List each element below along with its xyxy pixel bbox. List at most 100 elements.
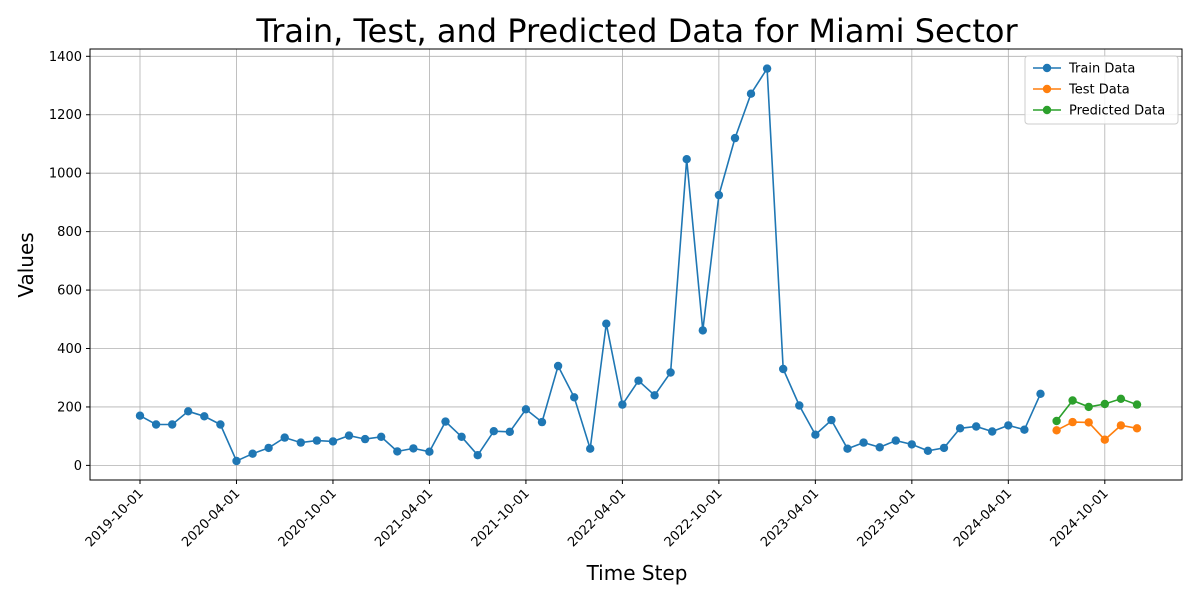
x-tick-label: 2020-04-01 bbox=[179, 486, 243, 550]
legend-box bbox=[1024, 55, 1179, 125]
data-point bbox=[1020, 425, 1029, 434]
data-point bbox=[1052, 416, 1061, 426]
data-point bbox=[328, 437, 338, 446]
data-point bbox=[875, 443, 884, 452]
x-tick-label: 2023-10-01 bbox=[855, 486, 919, 550]
y-tick-label: 400 bbox=[57, 342, 82, 357]
data-point bbox=[779, 364, 788, 374]
data-point bbox=[811, 430, 820, 439]
grid-lines bbox=[90, 49, 1182, 480]
data-point bbox=[939, 443, 949, 453]
data-point bbox=[1052, 426, 1061, 435]
data-point bbox=[586, 444, 595, 453]
data-point bbox=[1004, 421, 1013, 430]
data-point bbox=[634, 376, 643, 385]
data-point bbox=[473, 451, 482, 460]
legend: Train Data Test Data Predicted Data bbox=[1024, 55, 1179, 125]
data-point bbox=[1084, 418, 1093, 427]
plot-frame bbox=[89, 48, 1183, 481]
x-tick-label: 2021-04-01 bbox=[372, 486, 436, 550]
legend-marker bbox=[1042, 105, 1052, 115]
data-point bbox=[280, 433, 289, 442]
data-point bbox=[1036, 389, 1045, 398]
data-point bbox=[859, 438, 868, 447]
series-group bbox=[135, 64, 1142, 466]
legend-label: Train Data bbox=[1068, 62, 1135, 77]
x-tick-label: 2024-04-01 bbox=[951, 486, 1015, 550]
x-axis-label: Time Step bbox=[586, 561, 688, 585]
data-point bbox=[1068, 417, 1077, 427]
data-point bbox=[248, 449, 257, 458]
legend-label: Predicted Data bbox=[1069, 104, 1165, 119]
data-point bbox=[232, 456, 241, 466]
data-point bbox=[602, 319, 611, 328]
data-point bbox=[553, 361, 563, 371]
y-tick-label: 1000 bbox=[49, 167, 82, 182]
data-point bbox=[537, 417, 547, 427]
series-test-data bbox=[1052, 417, 1142, 444]
data-point bbox=[489, 427, 498, 436]
y-axis-label: Values bbox=[14, 232, 38, 297]
data-point bbox=[570, 393, 579, 402]
x-tick-label: 2019-10-01 bbox=[83, 486, 147, 550]
x-tick-label: 2021-10-01 bbox=[469, 486, 533, 550]
x-tick-label: 2024-10-01 bbox=[1048, 486, 1112, 550]
data-point bbox=[955, 424, 965, 433]
data-point bbox=[891, 436, 900, 445]
axis-ticks: 0 200 400 600 800 1000 1200 1400 2019-10-01 2020-… bbox=[49, 50, 1112, 550]
data-point bbox=[682, 155, 691, 164]
legend-marker bbox=[1042, 84, 1052, 94]
data-point bbox=[650, 391, 659, 400]
data-point bbox=[698, 326, 707, 335]
data-point bbox=[795, 401, 804, 410]
data-point bbox=[618, 400, 627, 409]
data-point bbox=[907, 440, 916, 449]
data-point bbox=[184, 407, 193, 416]
data-point bbox=[1068, 396, 1077, 405]
series-predicted-data bbox=[1052, 394, 1142, 426]
data-point bbox=[312, 436, 322, 445]
data-point bbox=[457, 432, 466, 441]
data-point bbox=[264, 443, 273, 453]
data-point bbox=[1084, 402, 1093, 412]
data-point bbox=[746, 89, 756, 98]
data-point bbox=[666, 368, 675, 377]
series-line bbox=[1055, 397, 1138, 422]
x-tick-label: 2020-10-01 bbox=[276, 486, 340, 550]
legend-marker bbox=[1042, 63, 1052, 73]
data-point bbox=[1116, 394, 1126, 403]
data-point bbox=[1100, 399, 1110, 409]
x-tick-label: 2022-10-01 bbox=[662, 486, 726, 550]
data-point bbox=[988, 427, 997, 436]
data-point bbox=[441, 417, 450, 426]
data-point bbox=[168, 420, 177, 429]
series-line bbox=[139, 66, 1042, 463]
data-point bbox=[505, 427, 514, 436]
data-point bbox=[1100, 435, 1110, 444]
data-point bbox=[377, 432, 386, 441]
data-point bbox=[296, 438, 305, 447]
data-point bbox=[1132, 400, 1142, 409]
data-point bbox=[360, 434, 370, 444]
data-point bbox=[409, 444, 418, 453]
data-point bbox=[843, 444, 852, 453]
data-point bbox=[135, 411, 145, 420]
chart-title: Train, Test, and Predicted Data for Miam… bbox=[255, 12, 1018, 50]
data-point bbox=[827, 415, 836, 425]
data-point bbox=[714, 190, 724, 200]
y-tick-label: 600 bbox=[57, 284, 82, 299]
data-point bbox=[1132, 424, 1142, 433]
data-point bbox=[923, 446, 933, 455]
data-point bbox=[425, 447, 434, 456]
y-tick-label: 1200 bbox=[49, 108, 82, 123]
data-point bbox=[344, 431, 354, 440]
data-point bbox=[521, 405, 531, 414]
data-point bbox=[200, 412, 209, 421]
x-tick-label: 2023-04-01 bbox=[758, 486, 822, 550]
y-tick-label: 800 bbox=[57, 225, 82, 240]
data-point bbox=[730, 133, 740, 143]
data-point bbox=[151, 420, 161, 429]
data-point bbox=[216, 420, 225, 429]
y-tick-label: 1400 bbox=[49, 50, 82, 65]
